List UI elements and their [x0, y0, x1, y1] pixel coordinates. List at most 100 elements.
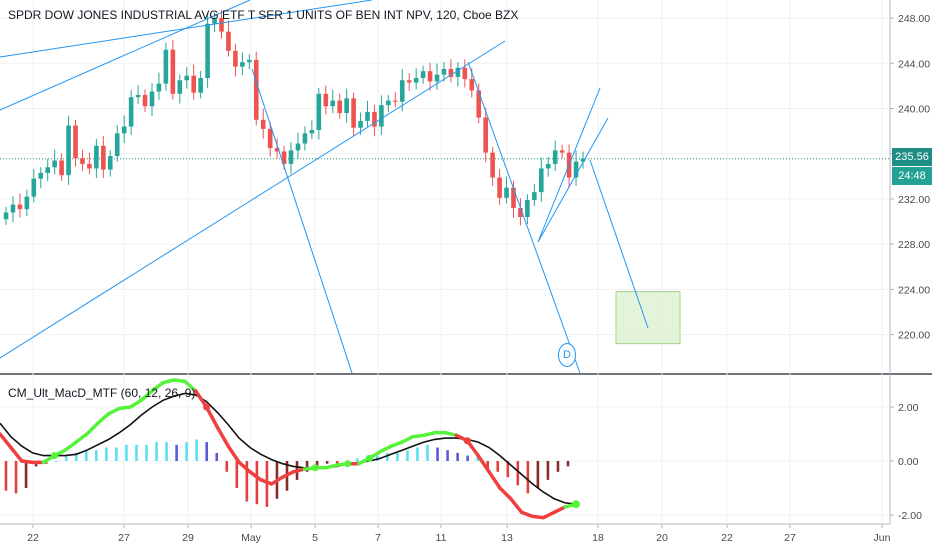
- histogram-bar: [74, 452, 78, 461]
- histogram-bar: [235, 461, 239, 488]
- macd-line-segment: [128, 398, 144, 409]
- crossover-dot: [311, 464, 319, 472]
- candle-body: [170, 49, 176, 94]
- candle-body: [163, 49, 169, 84]
- histogram-bar: [556, 461, 560, 472]
- candle-body: [476, 90, 482, 118]
- macd-line-segment: [161, 378, 176, 385]
- candle-body: [31, 178, 37, 197]
- macd-line-segment: [0, 432, 13, 450]
- x-tick-label: 27: [118, 532, 130, 544]
- y-tick-label: 224.00: [898, 284, 930, 296]
- histogram-bar: [436, 447, 439, 461]
- candle-body: [212, 18, 217, 24]
- candle-body: [448, 68, 454, 77]
- macd-line-segment: [498, 486, 513, 501]
- candle-body: [142, 94, 148, 107]
- candle-body: [38, 172, 44, 179]
- candle-body: [372, 111, 377, 127]
- macd-line-segment: [443, 430, 459, 438]
- ind-y-tick-label: -2.00: [898, 510, 922, 522]
- candle-body: [441, 68, 447, 75]
- trend-line: [537, 87, 601, 243]
- macd-line-segment: [530, 514, 546, 520]
- crossover-dot: [463, 437, 471, 445]
- candle-body: [386, 100, 391, 106]
- candle-body: [504, 187, 509, 198]
- macd-line-segment: [389, 440, 404, 448]
- x-tick-label: 13: [501, 532, 513, 544]
- dividend-marker[interactable]: D: [558, 343, 576, 367]
- macd-line-segment: [269, 475, 285, 486]
- macd-line-segment: [259, 478, 274, 486]
- y-tick-label: 248.00: [898, 13, 930, 25]
- x-tick-label: 18: [592, 532, 604, 544]
- histogram-bar: [185, 442, 188, 461]
- candle-body: [406, 80, 412, 83]
- candle-body: [267, 128, 273, 149]
- candle-body: [198, 77, 203, 93]
- macd-line-segment: [280, 470, 296, 479]
- histogram-bar: [546, 461, 550, 480]
- candle-body: [3, 212, 9, 220]
- candle-body: [191, 75, 196, 93]
- candle-body: [323, 93, 329, 107]
- histogram-bar: [506, 461, 510, 478]
- candle-body: [309, 129, 315, 134]
- candle-body: [177, 80, 183, 94]
- candle-body: [80, 158, 85, 164]
- candle-body: [302, 133, 308, 144]
- candle-body: [73, 125, 78, 159]
- macd-line-segment: [85, 421, 100, 436]
- histogram-bar: [426, 444, 429, 461]
- histogram-bar: [476, 455, 479, 461]
- candle-body: [469, 79, 475, 91]
- crossover-dot: [344, 460, 352, 468]
- y-tick-label: 232.00: [898, 194, 930, 206]
- histogram-bar: [486, 461, 490, 470]
- histogram-bar: [416, 447, 419, 461]
- candle-body: [420, 71, 426, 78]
- macd-line-segment: [541, 510, 557, 520]
- histogram-bar: [195, 439, 198, 461]
- histogram-bar: [145, 444, 148, 461]
- candle-body: [17, 204, 23, 210]
- histogram-bar: [516, 461, 520, 486]
- x-tick-label: Jun: [874, 532, 891, 544]
- candle-body: [393, 100, 398, 102]
- macd-line-segment: [248, 470, 263, 482]
- crossover-dot: [366, 454, 374, 462]
- histogram-bar: [325, 461, 329, 464]
- candle-body: [573, 161, 579, 178]
- candle-body: [219, 18, 224, 32]
- histogram-bar: [355, 458, 359, 461]
- candle-body: [379, 105, 384, 127]
- histogram-bar: [4, 461, 8, 491]
- macd-line-segment: [183, 379, 198, 393]
- ind-y-tick-label: 0.00: [898, 456, 919, 468]
- candle-body: [344, 98, 349, 114]
- candle-body: [59, 160, 64, 176]
- last-macd-dot: [572, 500, 580, 509]
- symbol-title: SPDR DOW JONES INDUSTRIAL AVG ETF T SER …: [8, 8, 519, 22]
- candle-body: [559, 150, 565, 153]
- candle-body: [288, 150, 294, 164]
- candle-body: [247, 59, 252, 63]
- candle-body: [518, 207, 523, 218]
- trend-line: [0, 40, 506, 359]
- candle-body: [462, 67, 468, 80]
- countdown-tag: 24:48: [892, 167, 932, 185]
- candle-body: [497, 177, 502, 198]
- histogram-bar: [95, 450, 98, 461]
- y-tick-label: 240.00: [898, 104, 930, 116]
- histogram-bar: [64, 455, 68, 461]
- histogram-bar: [215, 452, 219, 461]
- histogram-bar: [335, 461, 339, 464]
- candle-body: [94, 145, 99, 169]
- candle-body: [434, 74, 440, 82]
- macd-line-segment: [19, 459, 35, 465]
- histogram-bar: [175, 444, 178, 461]
- macd-line-segment: [324, 463, 339, 470]
- macd-line-segment: [291, 467, 307, 474]
